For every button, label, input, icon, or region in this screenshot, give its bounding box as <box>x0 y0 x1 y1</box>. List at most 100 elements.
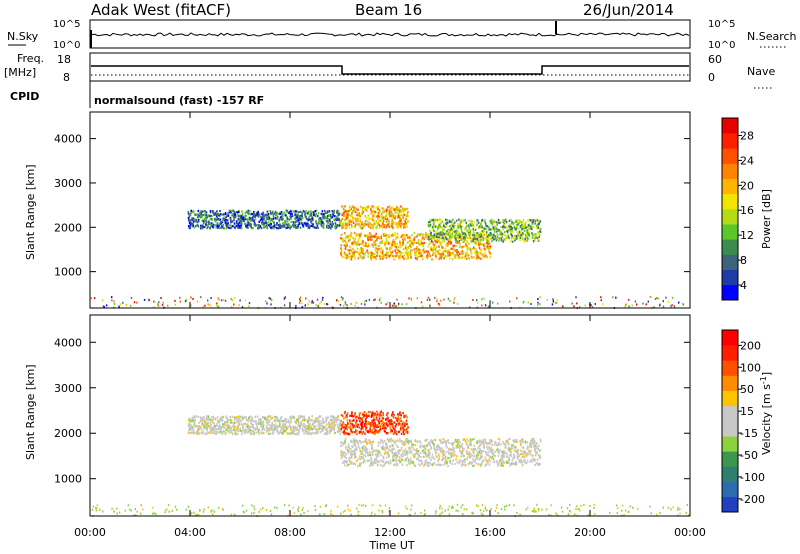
scatter-point <box>396 236 399 239</box>
scatter-point <box>343 212 345 215</box>
scatter-point <box>309 423 311 426</box>
scatter-point <box>518 459 520 462</box>
scatter-point <box>386 417 388 420</box>
scatter-point <box>248 212 250 215</box>
ground-scatter-point <box>207 303 209 306</box>
scatter-point <box>249 222 251 225</box>
ground-scatter-point <box>231 299 234 302</box>
scatter-point <box>375 414 378 417</box>
scatter-point <box>531 437 533 441</box>
scatter-point <box>361 417 364 420</box>
scatter-point <box>446 255 448 258</box>
scatter-point <box>489 252 491 255</box>
scatter-point <box>205 214 208 217</box>
scatter-point <box>495 221 498 224</box>
scatter-point <box>366 430 369 433</box>
scatter-point <box>477 446 479 450</box>
scatter-point <box>210 431 212 434</box>
scatter-point <box>346 414 348 417</box>
scatter-point <box>364 214 366 218</box>
scatter-point <box>308 226 310 229</box>
scatter-point <box>221 226 224 229</box>
ground-scatter-point <box>636 303 638 306</box>
scatter-point <box>340 450 343 453</box>
scatter-point <box>196 220 198 223</box>
ground-scatter-point <box>284 296 286 299</box>
scatter-point <box>327 218 329 221</box>
ground-scatter-point <box>659 303 661 306</box>
scatter-point <box>344 445 347 448</box>
scatter-point <box>489 245 492 248</box>
scatter-point <box>400 419 402 422</box>
scatter-point <box>254 428 256 431</box>
ground-scatter-point <box>337 300 339 303</box>
scatter-point <box>333 415 335 419</box>
scatter-point <box>438 257 441 260</box>
scatter-point <box>434 220 437 223</box>
scatter-point <box>404 251 407 254</box>
scatter-point <box>524 223 527 226</box>
scatter-point <box>197 219 200 222</box>
scatter-point <box>367 206 369 209</box>
scatter-point <box>440 243 442 246</box>
scatter-point <box>355 234 358 237</box>
scatter-point <box>197 224 199 228</box>
scatter-point <box>485 246 488 249</box>
scatter-point <box>494 221 497 224</box>
scatter-point <box>420 243 423 246</box>
scatter-point <box>272 215 275 218</box>
scatter-point <box>264 214 266 217</box>
scatter-point <box>408 236 410 239</box>
scatter-point <box>492 235 494 239</box>
scatter-point <box>471 454 473 457</box>
ground-scatter-point <box>119 303 122 306</box>
cpid-text: normalsound (fast) -157 RF <box>94 94 264 107</box>
scatter-point <box>247 429 250 432</box>
scatter-point <box>311 428 313 431</box>
scatter-point <box>306 427 309 430</box>
scatter-point <box>375 416 378 419</box>
scatter-point <box>438 455 441 458</box>
scatter-point <box>475 233 478 236</box>
scatter-point <box>339 419 341 422</box>
scatter-point <box>372 224 374 227</box>
scatter-point <box>362 244 365 248</box>
scatter-point <box>241 415 243 418</box>
scatter-point <box>463 245 465 248</box>
scatter-point <box>431 258 433 261</box>
scatter-point <box>445 450 448 453</box>
scatter-point <box>336 417 339 420</box>
scatter-point <box>361 446 364 449</box>
scatter-point <box>327 226 329 229</box>
ground-scatter-point <box>671 296 674 299</box>
scatter-point <box>343 417 345 420</box>
scatter-point <box>334 226 336 229</box>
ground-scatter-point <box>590 304 592 307</box>
scatter-point <box>314 215 317 218</box>
scatter-point <box>252 432 255 435</box>
scatter-point <box>210 423 212 426</box>
scatter-point <box>421 241 423 245</box>
scatter-point <box>369 453 371 456</box>
scatter-point <box>353 240 355 243</box>
scatter-point <box>403 235 405 238</box>
scatter-point <box>361 222 363 225</box>
scatter-point <box>214 212 217 215</box>
ground-scatter-point <box>454 296 456 299</box>
scatter-point <box>373 449 375 452</box>
scatter-point <box>376 424 379 427</box>
scatter-point <box>379 257 382 260</box>
scatter-point <box>466 225 469 228</box>
scatter-point <box>362 461 365 464</box>
scatter-point <box>509 464 511 467</box>
ground-scatter-point <box>394 304 396 307</box>
scatter-point <box>360 421 363 424</box>
scatter-point <box>471 237 473 241</box>
scatter-point <box>383 233 386 237</box>
ground-scatter-point <box>307 303 309 306</box>
scatter-point <box>200 416 202 419</box>
scatter-point <box>291 431 293 434</box>
scatter-point <box>275 227 278 230</box>
scatter-point <box>220 429 223 432</box>
scatter-point <box>391 234 393 237</box>
